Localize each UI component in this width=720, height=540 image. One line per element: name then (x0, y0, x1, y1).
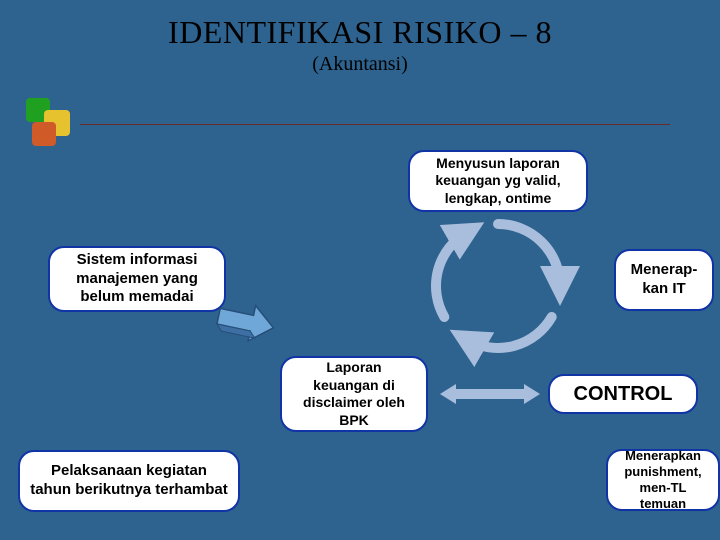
node-top: Menyusun laporan keuangan yg valid, leng… (408, 150, 588, 212)
divider (80, 124, 670, 126)
block-arrow-icon (212, 296, 279, 348)
node-bottom-left: Pelaksanaan kegiatan tahun berikutnya te… (18, 450, 240, 512)
node-left-label: Sistem informasi manajemen yang belum me… (60, 251, 214, 307)
node-top-label: Menyusun laporan keuangan yg valid, leng… (420, 155, 576, 208)
node-left: Sistem informasi manajemen yang belum me… (48, 246, 226, 312)
double-arrow-icon (440, 384, 540, 404)
node-bottom-right: Menerapkan punishment, men-TL temuan (606, 449, 720, 511)
slide-canvas: IDENTIFIKASI RISIKO – 8 (Akuntansi) Meny… (0, 0, 720, 540)
node-bottom-left-label: Pelaksanaan kegiatan tahun berikutnya te… (30, 462, 228, 500)
node-right-label: Menerap- kan IT (626, 261, 702, 299)
page-subtitle: (Akuntansi) (0, 53, 720, 76)
node-control: CONTROL (548, 374, 698, 414)
node-center-label: Laporan keuangan di disclaimer oleh BPK (292, 359, 416, 429)
page-title: IDENTIFIKASI RISIKO – 8 (0, 14, 720, 51)
node-center: Laporan keuangan di disclaimer oleh BPK (280, 356, 428, 432)
title-block: IDENTIFIKASI RISIKO – 8 (Akuntansi) (0, 14, 720, 76)
node-right: Menerap- kan IT (614, 249, 714, 311)
cycle-arrows-icon (436, 224, 560, 348)
node-bottom-right-label: Menerapkan punishment, men-TL temuan (618, 448, 708, 513)
logo-icon (22, 98, 82, 148)
node-control-label: CONTROL (574, 382, 673, 407)
